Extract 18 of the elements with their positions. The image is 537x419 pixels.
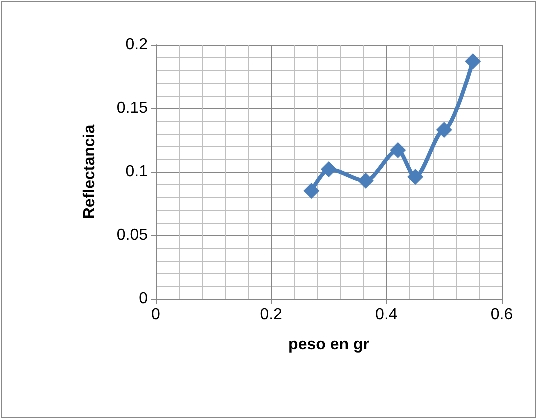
x-tick-label: 0.2 [260, 306, 283, 324]
point [321, 161, 337, 178]
x-tick-label: 0.6 [490, 306, 514, 324]
x-tick-label: 0 [152, 306, 161, 324]
point [358, 172, 374, 189]
y-tick-label: 0.15 [116, 100, 148, 117]
y-tick-label: 0.2 [126, 36, 148, 54]
y-tick-label: 0 [139, 290, 148, 308]
point [408, 169, 424, 186]
y-tick-label: 0.05 [116, 227, 148, 244]
y-axis-title: Reflectancia [82, 124, 98, 220]
point [390, 142, 406, 158]
x-axis-title: peso en gr [288, 336, 370, 354]
point [465, 54, 482, 70]
y-tick-label: 0.1 [126, 164, 148, 180]
point [304, 183, 320, 200]
point [436, 122, 452, 138]
x-tick-label: 0.4 [376, 306, 398, 324]
